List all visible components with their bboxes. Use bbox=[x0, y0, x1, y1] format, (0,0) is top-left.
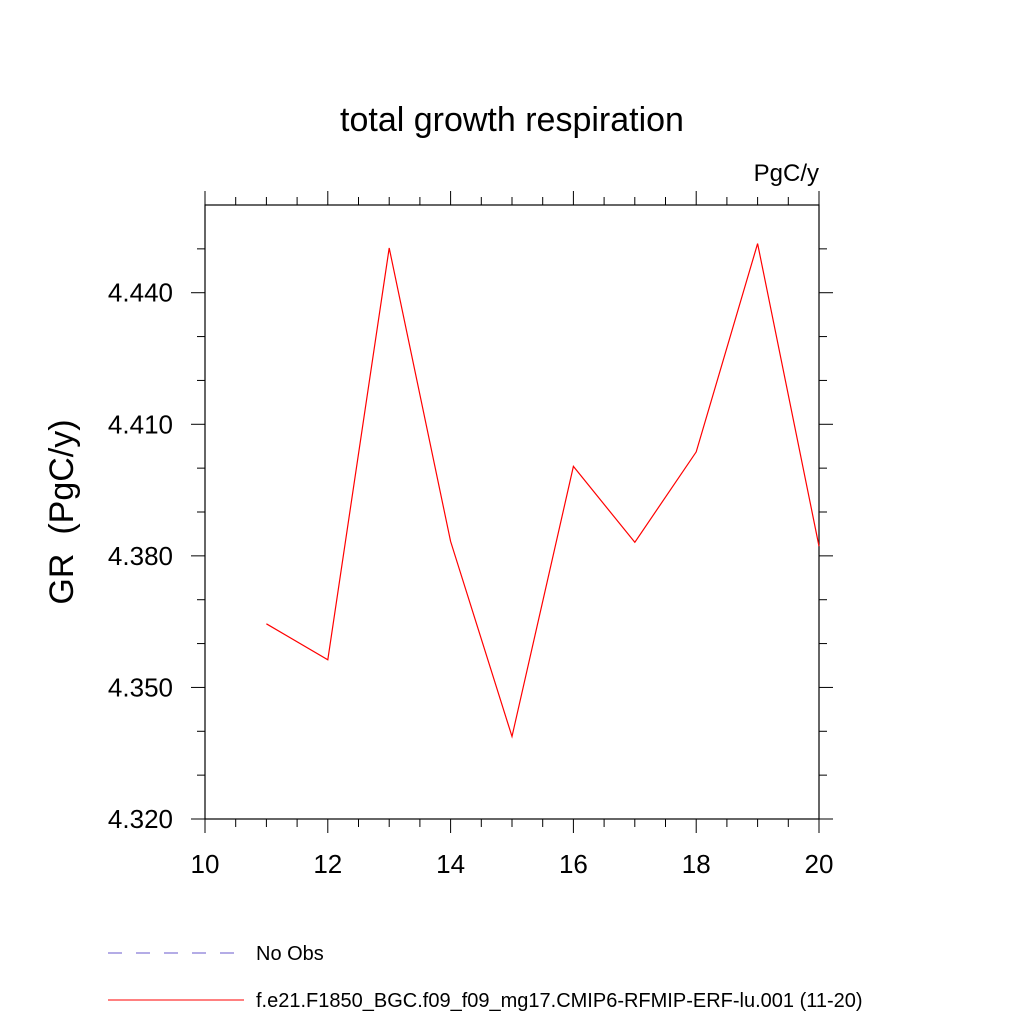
tick-labels: 10 12 14 16 18 20 4.320 4.350 4.380 4.410 4.440 bbox=[108, 278, 834, 879]
legend: No Obs f.e21.F1850_BGC.f09_f09_mg17.CMIP… bbox=[108, 943, 863, 1012]
units-label: PgC/y bbox=[754, 160, 819, 187]
x-tick-label: 12 bbox=[313, 849, 342, 879]
x-tick-label: 16 bbox=[559, 849, 588, 879]
x-tick-label: 18 bbox=[682, 849, 711, 879]
y-tick-label: 4.350 bbox=[108, 672, 173, 702]
legend-label-no-obs: No Obs bbox=[256, 943, 324, 965]
x-tick-label: 10 bbox=[191, 849, 220, 879]
series-layer bbox=[266, 243, 820, 739]
series-line bbox=[266, 243, 820, 739]
plot-frame bbox=[204, 204, 820, 820]
y-tick-label: 4.410 bbox=[108, 409, 173, 439]
y-tick-label: 4.440 bbox=[108, 278, 173, 308]
minor-ticks bbox=[197, 197, 827, 827]
y-tick-label: 4.380 bbox=[108, 541, 173, 571]
x-tick-label: 14 bbox=[436, 849, 465, 879]
major-ticks bbox=[191, 191, 833, 833]
legend-label-model: f.e21.F1850_BGC.f09_f09_mg17.CMIP6-RFMIP… bbox=[256, 990, 863, 1012]
y-axis-label: GR (PgC/y) bbox=[43, 419, 81, 604]
chart-title: total growth respiration bbox=[340, 101, 684, 139]
y-tick-label: 4.320 bbox=[108, 804, 173, 834]
x-tick-label: 20 bbox=[805, 849, 834, 879]
